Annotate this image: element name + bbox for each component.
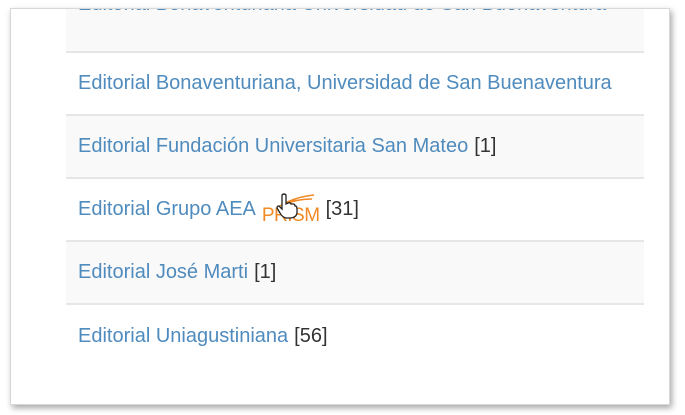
publisher-link[interactable]: Editorial Uniagustiniana [78,325,289,347]
item-count: [1] [474,135,497,157]
list-item: Editorial Fundación Universitaria San Ma… [66,116,644,179]
list-item: Editorial Bonaventuriana, Universidad de… [66,53,644,116]
publisher-link[interactable]: Editorial José Marti [78,261,249,283]
item-count: [1] [254,261,277,283]
item-count: [56] [294,325,328,347]
publisher-link[interactable]: Editorial Bonaventuriana Universidad de … [78,9,606,16]
list-item: Editorial Bonaventuriana Universidad de … [66,9,644,53]
list-item: Editorial Grupo AEA PRISM [31] [66,179,644,242]
publisher-link[interactable]: Editorial Grupo AEA [78,198,256,220]
window-frame: Editorial Bonaventuriana Universidad de … [10,8,670,405]
publisher-link[interactable]: Editorial Bonaventuriana, Universidad de… [78,72,612,94]
item-count: [31] [325,198,359,220]
list-item: Editorial José Marti [1] [66,242,644,305]
publisher-link[interactable]: Editorial Fundación Universitaria San Ma… [78,135,469,157]
hand-pointer-icon [276,192,298,219]
prism-logo[interactable]: PRISM [262,192,320,227]
list-item: Editorial Uniagustiniana [56] [66,305,644,368]
publisher-list: Editorial Bonaventuriana Universidad de … [66,9,644,368]
